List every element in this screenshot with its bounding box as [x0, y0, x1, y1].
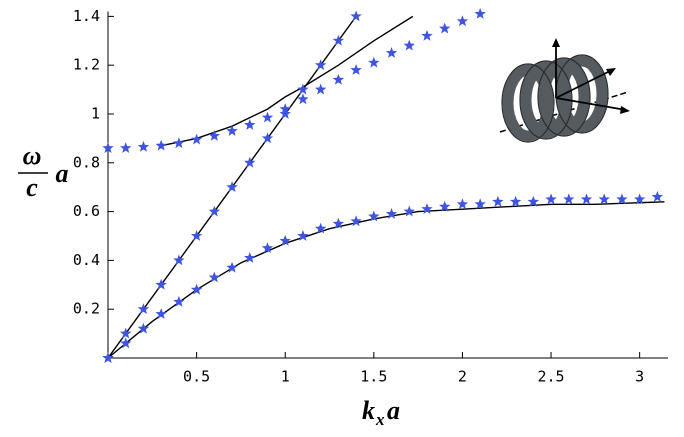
star-marker: [279, 103, 291, 114]
star-marker: [120, 337, 132, 349]
star-marker: [403, 205, 415, 217]
star-marker: [368, 210, 380, 222]
star-marker: [155, 308, 167, 319]
star-marker: [563, 193, 575, 205]
star-marker: [173, 137, 185, 149]
x-tick-label: 3: [635, 368, 644, 386]
star-marker: [332, 217, 345, 229]
star-marker: [509, 195, 522, 207]
y-label-suffix: a: [56, 159, 69, 188]
inset-axes: [555, 42, 627, 111]
star-marker: [350, 10, 362, 22]
star-marker: [261, 111, 274, 123]
star-marker: [261, 132, 274, 144]
star-marker: [527, 195, 540, 207]
x-tick-label: 0.5: [183, 368, 210, 386]
star-marker: [155, 278, 167, 290]
y-tick-label: 1: [91, 104, 100, 122]
star-marker: [244, 251, 256, 263]
x-label-base: k: [362, 396, 375, 425]
curve: [107, 201, 665, 359]
star-marker: [261, 242, 274, 254]
star-marker: [456, 198, 469, 210]
y-tick-label: 1.4: [73, 7, 100, 25]
star-marker: [279, 234, 291, 246]
star-marker: [173, 254, 185, 266]
star-marker: [120, 327, 132, 339]
star-marker: [616, 193, 628, 205]
star-marker: [332, 73, 345, 85]
star-marker: [190, 229, 203, 241]
star-marker: [297, 83, 309, 95]
star-marker: [385, 46, 398, 58]
curve: [161, 15, 414, 147]
star-marker: [190, 133, 203, 145]
star-marker: [403, 39, 415, 51]
star-marker: [492, 195, 504, 207]
star-marker: [421, 203, 433, 215]
star-marker: [297, 93, 309, 105]
x-axis-label: k x a: [362, 396, 400, 429]
star-marker: [474, 7, 486, 19]
star-marker: [137, 322, 150, 334]
x-label-subscript: x: [375, 410, 385, 429]
star-marker: [297, 229, 309, 241]
y-tick-label: 1.2: [73, 56, 100, 74]
star-marker: [102, 352, 114, 363]
star-marker: [314, 59, 327, 71]
star-marker: [439, 22, 451, 34]
star-marker: [226, 261, 238, 273]
y-tick-label: 0.2: [73, 300, 100, 318]
x-tick-label: 1.5: [360, 368, 387, 386]
star-marker: [474, 198, 486, 210]
y-axis-label: ω c a: [18, 141, 69, 202]
star-marker: [651, 190, 664, 202]
inset: [499, 38, 630, 143]
star-marker: [368, 56, 380, 68]
star-marker: [190, 283, 203, 295]
star-marker: [208, 271, 221, 283]
x-label-suffix: a: [387, 396, 400, 425]
star-marker: [456, 15, 469, 27]
star-marker: [332, 34, 345, 46]
star-marker: [226, 181, 238, 193]
star-marker: [155, 139, 167, 151]
x-tick-label: 2.5: [537, 368, 564, 386]
plot: 0.5 1 1.5 2 2.5 3 0.2 0.4 0.6 0.8 1 1.2 1.4: [73, 7, 668, 386]
x-tick-label: 1: [281, 368, 290, 386]
star-marker: [208, 129, 221, 141]
star-marker: [208, 205, 221, 217]
y-tick-label: 0.4: [73, 251, 100, 269]
star-marker: [598, 193, 610, 205]
star-marker: [173, 295, 185, 307]
star-marker: [350, 215, 362, 227]
star-marker: [580, 193, 593, 205]
y-label-denominator: c: [26, 173, 38, 202]
star-marker: [350, 64, 362, 75]
star-marker: [421, 29, 433, 41]
star-marker: [120, 142, 132, 153]
x-tick-label: 2: [458, 368, 467, 386]
star-marker: [137, 140, 150, 152]
star-marker: [314, 222, 327, 234]
y-tick-label: 0.6: [73, 202, 100, 220]
star-marker: [244, 156, 256, 168]
star-marker: [137, 303, 150, 315]
star-marker: [226, 125, 238, 136]
y-label-numerator: ω: [23, 141, 42, 170]
star-marker: [102, 142, 114, 153]
star-marker: [439, 200, 451, 212]
star-marker: [385, 208, 398, 219]
star-marker: [279, 107, 291, 119]
y-tick-label: 0.8: [73, 153, 100, 171]
star-marker: [244, 118, 256, 130]
star-marker: [545, 193, 557, 205]
star-marker: [633, 193, 646, 205]
star-marker: [314, 83, 327, 95]
